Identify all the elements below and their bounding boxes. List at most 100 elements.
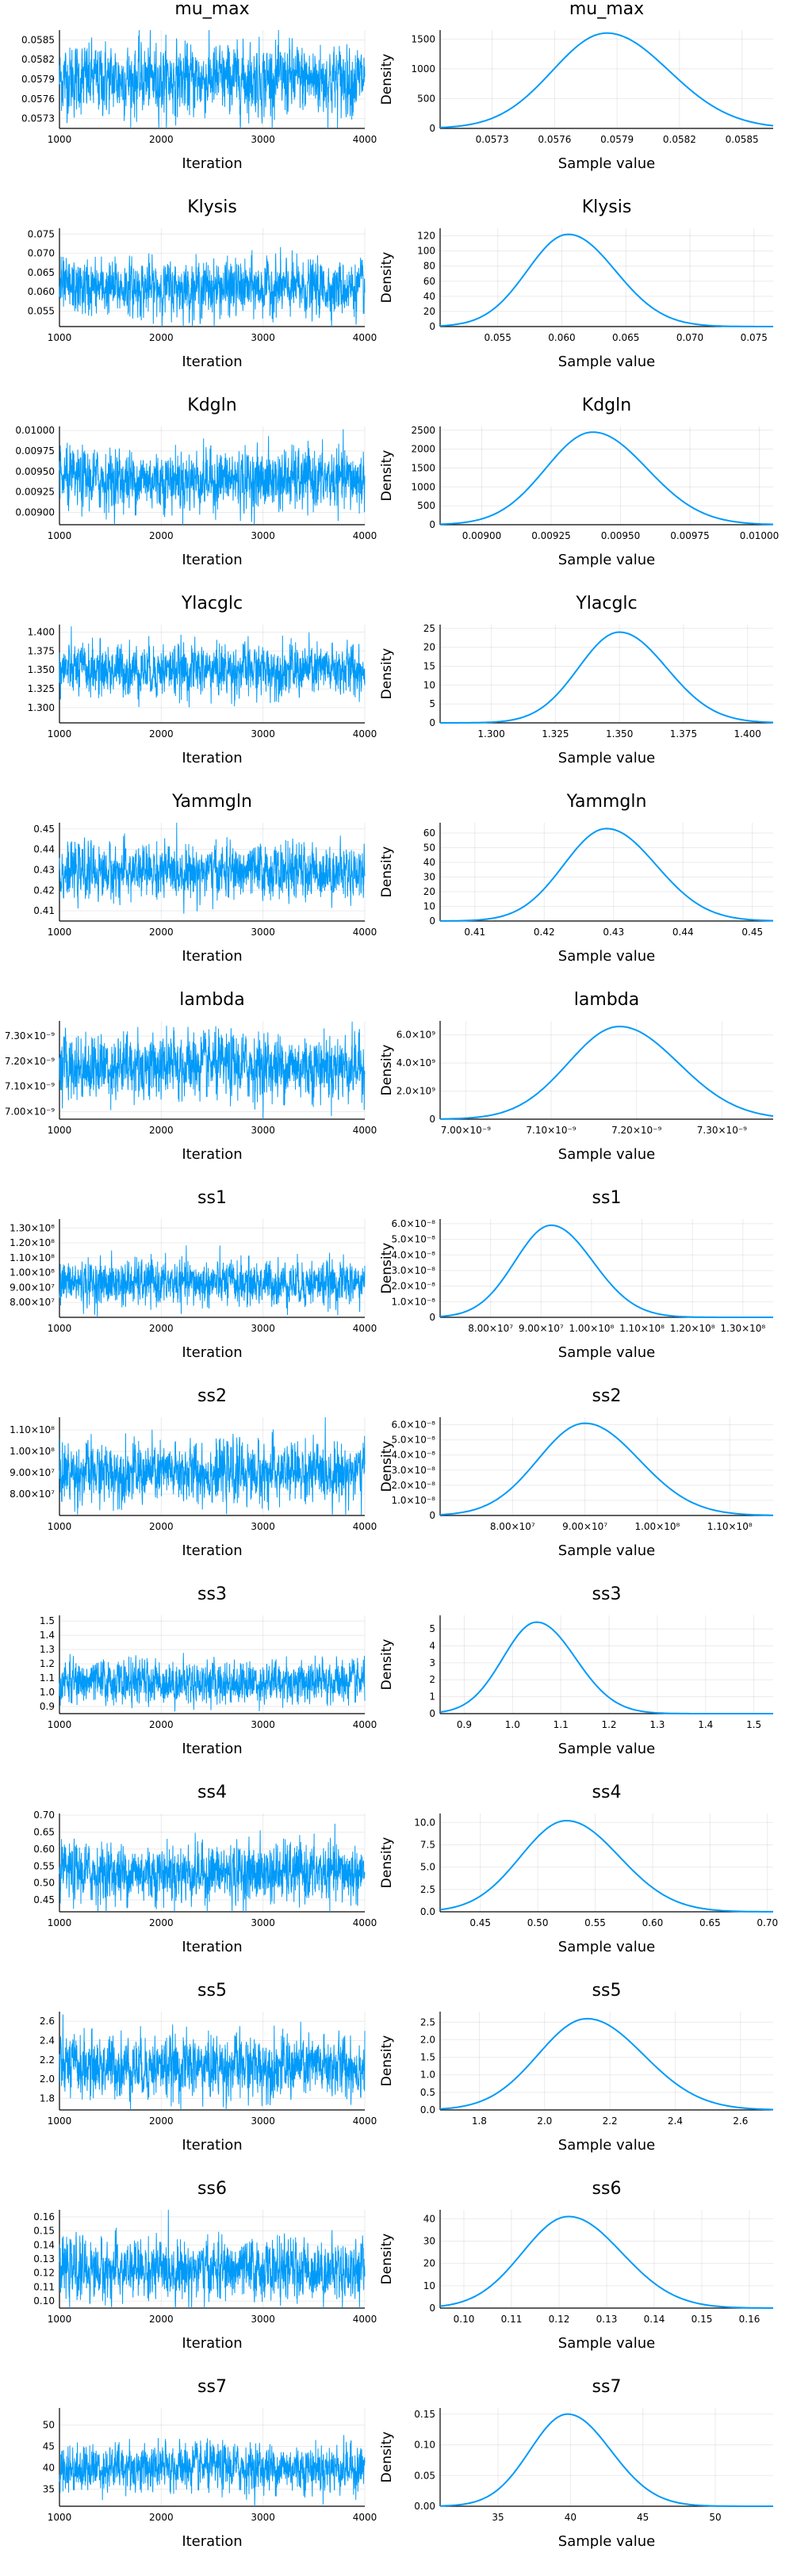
y-tick-label: 6.0×10⁹ <box>396 1030 435 1041</box>
y-tick-label: 1.0 <box>40 1687 55 1698</box>
y-tick-label: 7.00×10⁻⁹ <box>5 1106 55 1117</box>
y-tick-label: 6.0×10⁻⁸ <box>391 1420 435 1431</box>
x-tick-label: 50 <box>709 2512 721 2523</box>
y-tick-label: 1.10×10⁸ <box>10 1252 55 1263</box>
ss2-trace-panel: ss2 1000 2000 3000 4000 8.00×10⁷ 9.00×10⁷ 1.00×… <box>10 1386 377 1559</box>
y-tick-label: 2.2 <box>40 2054 55 2066</box>
panel-title: ss5 <box>197 1981 227 2001</box>
y-tick-label: 0.00 <box>414 2501 435 2512</box>
y-tick-label: 7.30×10⁻⁹ <box>5 1030 55 1041</box>
y-axis-label: Density <box>379 54 395 105</box>
y-tick-label: 5 <box>429 698 435 709</box>
x-tick-label: 35 <box>492 2512 504 2523</box>
y-tick-label: 0.065 <box>28 267 55 278</box>
panel-title: Klysis <box>582 197 632 217</box>
y-tick-label: 0.0 <box>420 2104 435 2115</box>
trace-series-line <box>59 429 366 526</box>
density-series-line <box>439 1224 773 1318</box>
x-tick-label: 0.12 <box>549 2314 570 2325</box>
x-tick-label: 0.0582 <box>663 134 696 145</box>
x-tick-label: 2000 <box>149 1521 174 1532</box>
x-axis-label: Iteration <box>182 552 242 568</box>
y-tick-label: 9.00×10⁷ <box>10 1467 55 1478</box>
x-tick-label: 8.00×10⁷ <box>490 1521 535 1532</box>
trace-series-line <box>59 822 366 914</box>
y-tick-label: 10.0 <box>414 1817 435 1828</box>
ss2-density-panel: ss2 8.00×10⁷ 9.00×10⁷ 1.00×10⁸ 1.10×10⁸ 0 1.0×… <box>379 1386 773 1559</box>
x-tick-label: 1.0 <box>505 1719 520 1730</box>
panel-title: mu_max <box>569 0 644 19</box>
x-tick-label: 1000 <box>48 1125 72 1136</box>
y-tick-label: 0 <box>429 123 435 134</box>
y-tick-label: 1.0×10⁻⁸ <box>391 1495 435 1506</box>
y-tick-label: 0.10 <box>33 2295 55 2307</box>
x-tick-label: 4000 <box>353 1521 377 1532</box>
y-tick-label: 2.0×10⁻⁸ <box>391 1480 435 1491</box>
x-axis-label: Sample value <box>558 750 655 766</box>
y-axis-label: Density <box>379 2234 395 2285</box>
panel-title: Ylacglc <box>181 594 243 613</box>
x-tick-label: 7.20×10⁻⁹ <box>611 1125 661 1136</box>
y-tick-label: 1.0×10⁻⁸ <box>391 1296 435 1307</box>
y-tick-label: 5.0×10⁻⁸ <box>391 1234 435 1245</box>
y-tick-label: 1.2 <box>40 1658 55 1669</box>
x-axis-label: Sample value <box>558 1542 655 1559</box>
x-tick-label: 2.0 <box>537 2115 552 2127</box>
x-tick-label: 1000 <box>48 728 72 740</box>
y-tick-label: 0.60 <box>33 1844 55 1855</box>
x-tick-label: 1.8 <box>472 2115 487 2127</box>
x-tick-label: 1.350 <box>606 728 633 740</box>
y-tick-label: 0.11 <box>33 2281 55 2292</box>
y-tick-label: 7.5 <box>420 1839 435 1850</box>
x-tick-label: 1.1 <box>554 1719 569 1730</box>
x-tick-label: 2000 <box>149 2115 174 2127</box>
y-tick-label: 2.5 <box>420 1884 435 1895</box>
y-tick-label: 0.00900 <box>15 507 55 518</box>
y-tick-label: 0.50 <box>33 1878 55 1889</box>
y-tick-label: 45 <box>43 2441 55 2452</box>
x-tick-label: 3000 <box>251 134 275 145</box>
Ylacglc-density-panel: Ylacglc 1.300 1.325 1.350 1.375 1.400 0 5 10 15 20… <box>379 594 773 766</box>
y-tick-label: 100 <box>417 246 435 257</box>
trace-series-line <box>59 2014 366 2111</box>
x-tick-label: 2000 <box>149 1125 174 1136</box>
x-tick-label: 7.00×10⁻⁹ <box>441 1125 491 1136</box>
y-tick-label: 15 <box>423 660 435 671</box>
x-tick-label: 1000 <box>48 2115 72 2127</box>
trace-series-line <box>59 626 366 708</box>
y-tick-label: 0.55 <box>33 1860 55 1871</box>
ss4-density-panel: ss4 0.45 0.50 0.55 0.60 0.65 0.70 0.0 2.5 5.0 7.5 1… <box>379 1783 778 1955</box>
y-tick-label: 500 <box>417 500 435 511</box>
x-tick-label: 1.5 <box>746 1719 761 1730</box>
y-tick-label: 1.8 <box>40 2093 55 2104</box>
y-tick-label: 0.00950 <box>15 466 55 477</box>
y-tick-label: 2.0 <box>420 2034 435 2045</box>
x-tick-label: 0.43 <box>603 927 624 938</box>
y-tick-label: 0 <box>429 321 435 332</box>
trace-series-line <box>59 2209 366 2309</box>
y-tick-label: 1.1 <box>40 1672 55 1684</box>
panel-title: ss6 <box>592 2179 622 2199</box>
x-tick-label: 0.13 <box>596 2314 618 2325</box>
x-tick-label: 3000 <box>251 728 275 740</box>
x-axis-label: Iteration <box>182 354 242 370</box>
y-tick-label: 1.300 <box>28 702 55 713</box>
x-axis-label: Iteration <box>182 1741 242 1757</box>
y-tick-label: 30 <box>423 871 435 882</box>
x-tick-label: 45 <box>637 2512 649 2523</box>
panel-title: ss4 <box>197 1783 227 1802</box>
y-axis-label: Density <box>379 648 395 700</box>
y-tick-label: 0.0573 <box>21 113 55 124</box>
x-tick-label: 2.6 <box>733 2115 748 2127</box>
x-tick-label: 8.00×10⁷ <box>468 1323 513 1334</box>
x-tick-label: 4000 <box>353 2115 377 2127</box>
x-tick-label: 3000 <box>251 1323 275 1334</box>
x-tick-label: 9.00×10⁷ <box>519 1323 564 1334</box>
lambda-trace-panel: lambda 1000 2000 3000 4000 7.00×10⁻⁹ 7.10×10⁻⁹… <box>5 990 377 1163</box>
panel-title: ss3 <box>592 1584 622 1604</box>
y-tick-label: 60 <box>423 276 435 287</box>
y-tick-label: 500 <box>417 93 435 104</box>
y-tick-label: 0.0579 <box>21 74 55 85</box>
y-tick-label: 0.00975 <box>15 445 55 457</box>
